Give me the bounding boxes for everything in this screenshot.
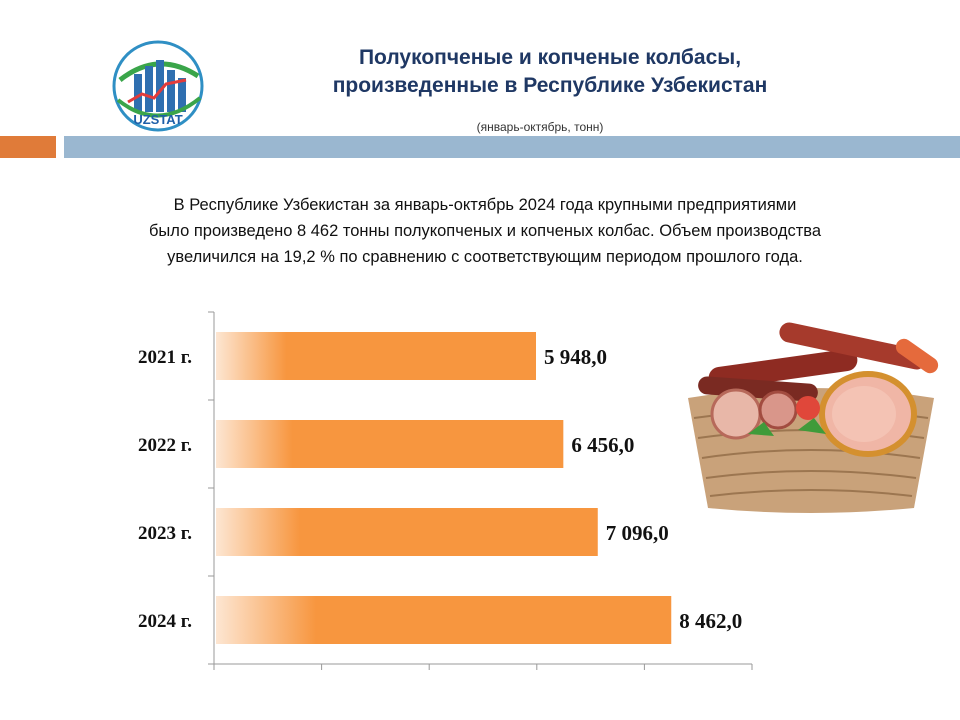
category-label: 2022 г.	[138, 435, 192, 456]
bar-3	[216, 508, 598, 556]
category-label: 2024 г.	[138, 611, 192, 632]
category-label: 2023 г.	[138, 523, 192, 544]
value-label: 5 948,0	[544, 345, 607, 369]
bar-1	[216, 332, 537, 380]
value-label: 8 462,0	[679, 609, 742, 633]
description-line-1: В Республике Узбекистан за январь-октябр…	[173, 196, 797, 214]
bar-2	[216, 420, 564, 468]
bar-chart: 2021 г. 5 948,0 2022 г. 6 456,0 2023 г. 7 096…	[138, 311, 753, 670]
description-text: В Республике Узбекистан за январь-октябр…	[40, 192, 930, 270]
header-band-blue	[64, 136, 960, 158]
title-line-1: Полукопченые и копченые колбасы,	[358, 46, 742, 69]
bar-4	[216, 596, 672, 644]
page-title: Полукопченые и копченые колбасы, произве…	[250, 44, 850, 100]
sausage-basket-image	[688, 322, 939, 513]
value-label: 7 096,0	[606, 521, 669, 545]
description-line-2: было произведено 8 462 тонны полукопчены…	[148, 222, 822, 240]
uzstat-logo: UZSTAT	[112, 40, 204, 132]
logo-text: UZSTAT	[133, 112, 182, 127]
page-subtitle: (январь-октябрь, тонн)	[476, 120, 604, 134]
header-band-orange	[0, 136, 56, 158]
description-line-3: увеличился на 19,2 % по сравнению с соот…	[167, 248, 803, 266]
category-label: 2021 г.	[138, 347, 192, 368]
title-line-2: произведенные в Республике Узбекистан	[332, 74, 768, 97]
value-label: 6 456,0	[571, 433, 634, 457]
